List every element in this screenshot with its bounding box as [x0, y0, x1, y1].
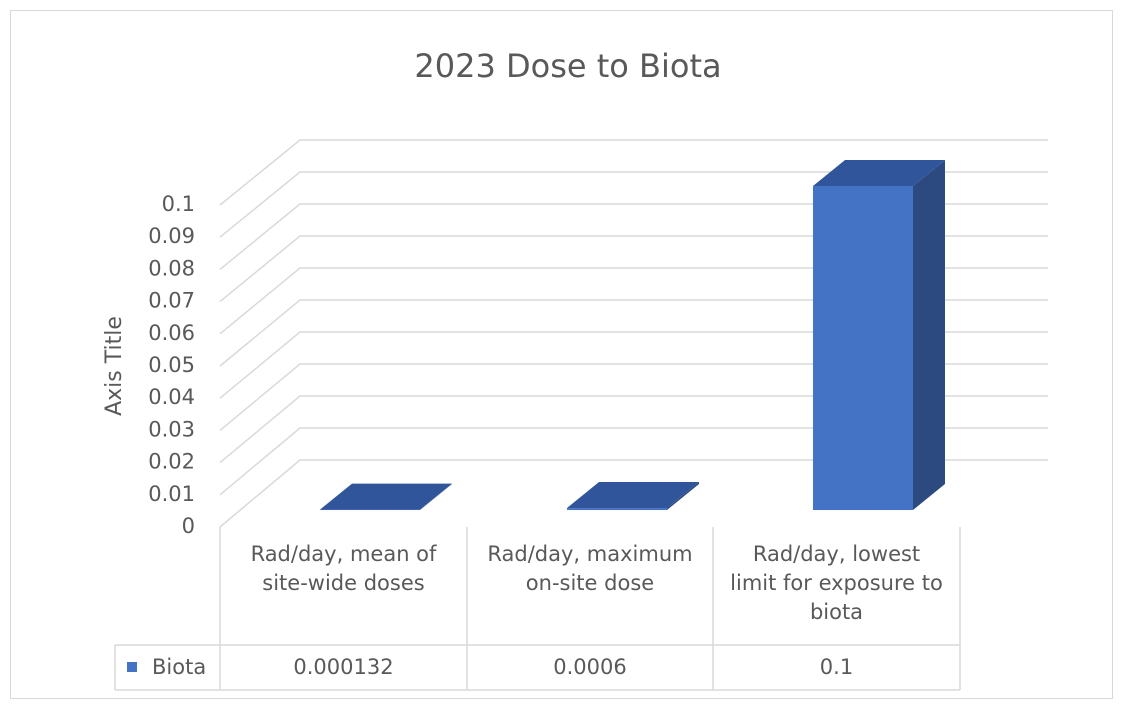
- bar-top: [567, 482, 699, 509]
- x-tick-label: Rad/day, lowest limit for exposure to bi…: [730, 542, 943, 624]
- bar-side: [420, 483, 452, 510]
- y-tick-label: 0.02: [148, 450, 195, 474]
- grid-line: [219, 395, 1048, 464]
- x-tick-label: Rad/day, maximum on-site dose: [487, 542, 693, 595]
- grid-line: [219, 171, 1048, 238]
- table-value: 0.1: [820, 655, 853, 679]
- grid-line: [219, 363, 1048, 431]
- y-tick-label: 0.07: [148, 289, 195, 313]
- bar-side: [913, 160, 945, 510]
- y-tick-label: 0.01: [148, 482, 195, 506]
- y-tick-label: 0.05: [148, 353, 195, 377]
- y-tick-label: 0: [182, 514, 195, 538]
- y-tick-label: 0.04: [148, 385, 195, 409]
- y-tick-label: 0.03: [148, 417, 195, 441]
- bar: [813, 186, 913, 510]
- y-tick-label: 0.09: [148, 224, 195, 248]
- grid-line: [219, 331, 1048, 399]
- grid-line: [219, 299, 1048, 367]
- x-tick-label: Rad/day, mean of site-wide doses: [250, 542, 437, 595]
- grid-line: [219, 235, 1048, 303]
- grid-line: [219, 203, 1048, 270]
- table-value: 0.000132: [293, 655, 393, 679]
- table-value: 0.0006: [553, 655, 626, 679]
- y-tick-label: 0.08: [148, 256, 195, 280]
- y-tick-label: 0.1: [162, 192, 195, 216]
- grid-line: [219, 267, 1048, 335]
- bar-top: [320, 483, 452, 510]
- chart-title: 2023 Dose to Biota: [414, 47, 721, 85]
- y-axis-title: Axis Title: [102, 316, 127, 416]
- y-tick-label: 0.06: [148, 321, 195, 345]
- grid-line: [219, 427, 1048, 496]
- grid-line: [219, 459, 1048, 528]
- grid-line: [219, 139, 1048, 206]
- legend-key: [127, 662, 137, 672]
- bar: [567, 508, 667, 510]
- legend-label: Biota: [152, 655, 206, 679]
- bar-side: [667, 482, 699, 510]
- bar-top: [813, 160, 945, 186]
